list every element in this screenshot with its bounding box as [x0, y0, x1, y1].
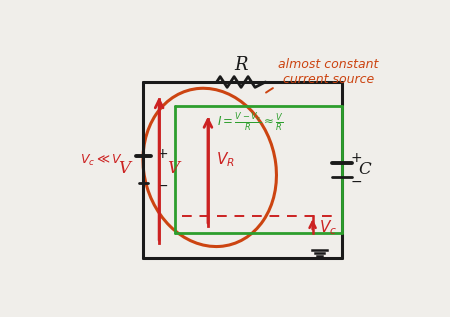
- Text: C: C: [358, 161, 371, 178]
- Text: +: +: [157, 147, 168, 161]
- Text: R: R: [234, 56, 248, 74]
- Text: +: +: [351, 151, 363, 165]
- Text: V: V: [167, 160, 179, 177]
- Text: −: −: [351, 175, 363, 189]
- Text: $V_c$: $V_c$: [319, 218, 337, 236]
- Text: $I = \frac{V-V_c}{R} \approx \frac{V}{R}$: $I = \frac{V-V_c}{R} \approx \frac{V}{R}…: [217, 111, 284, 134]
- Text: V: V: [118, 160, 130, 177]
- Text: almost constant
current source: almost constant current source: [266, 58, 378, 93]
- Text: −: −: [157, 179, 168, 193]
- Text: $V_R$: $V_R$: [216, 151, 234, 169]
- Text: $V_c \ll V$: $V_c \ll V$: [80, 152, 123, 168]
